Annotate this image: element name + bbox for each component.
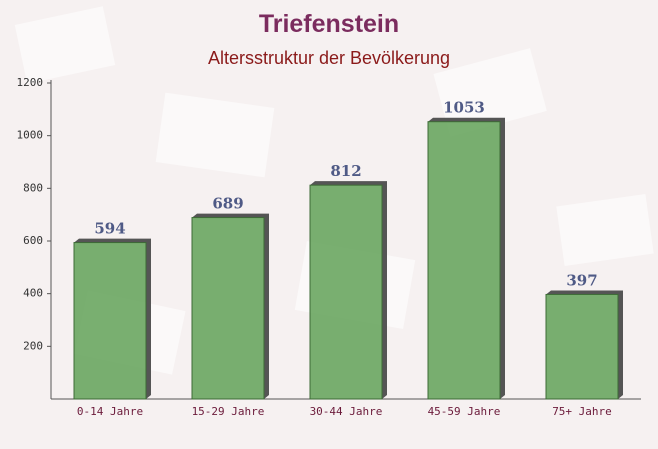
bar xyxy=(545,293,619,400)
x-tick-label: 45-59 Jahre xyxy=(428,405,501,418)
bar xyxy=(73,242,147,400)
chart-subtitle: Altersstruktur der Bevölkerung xyxy=(208,48,450,68)
value-label: 594 xyxy=(94,220,125,238)
bar xyxy=(191,217,265,400)
x-tick-label: 15-29 Jahre xyxy=(192,405,265,418)
bar xyxy=(309,184,383,400)
y-tick-label: 1000 xyxy=(17,129,44,142)
y-tick-label: 600 xyxy=(23,234,43,247)
chart-title: Triefenstein xyxy=(259,10,399,38)
value-label: 1053 xyxy=(443,99,485,117)
value-label: 689 xyxy=(212,195,243,213)
y-tick-label: 1200 xyxy=(17,76,44,89)
x-tick-label: 30-44 Jahre xyxy=(310,405,383,418)
x-tick-label: 0-14 Jahre xyxy=(77,405,143,418)
bar xyxy=(427,121,501,400)
value-label: 812 xyxy=(330,162,361,180)
value-label: 397 xyxy=(566,271,597,289)
x-tick-label: 75+ Jahre xyxy=(552,405,612,418)
y-tick-label: 800 xyxy=(23,181,43,194)
y-tick-label: 200 xyxy=(23,339,43,352)
y-tick-label: 400 xyxy=(23,287,43,300)
